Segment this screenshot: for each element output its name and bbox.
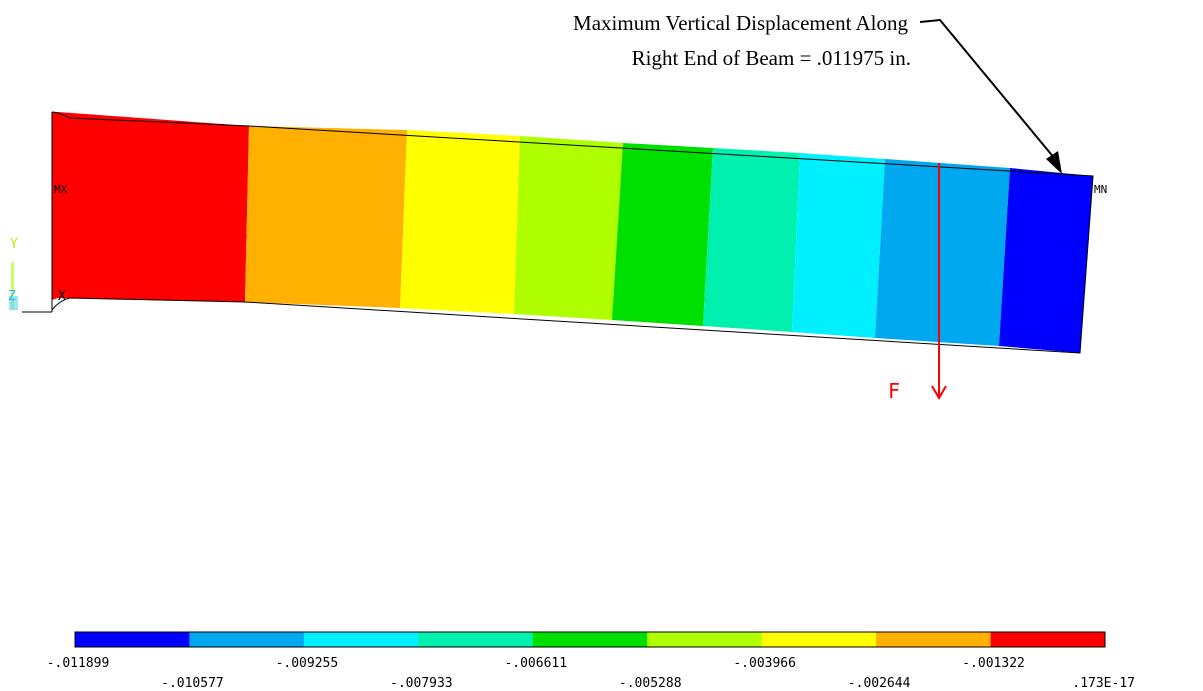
beam-outline (51, 111, 1094, 354)
triad-x-label: X (58, 289, 66, 304)
legend-band-7 (876, 632, 992, 647)
min-marker-label: MN (1094, 183, 1107, 196)
legend-label-1: -.010577 (161, 676, 224, 691)
annotation-line-1: Maximum Vertical Displacement Along (573, 11, 908, 35)
legend-label-2: -.009255 (276, 656, 339, 671)
legend: -.011899 -.010577 -.009255 -.007933 -.006611… (47, 631, 1135, 691)
max-displacement-annotation: Maximum Vertical Displacement Along Righ… (573, 11, 1062, 174)
legend-band-2 (303, 632, 419, 647)
legend-label-5: -.005288 (619, 676, 682, 691)
beam-band-yellow (400, 130, 520, 314)
beam-band-cyan (792, 153, 885, 338)
legend-label-0: -.011899 (47, 656, 110, 671)
triad-marker-2 (9, 296, 18, 310)
beam-band-lightblue (875, 159, 1010, 346)
triad-z-label: Z (8, 289, 16, 304)
legend-band-4 (532, 632, 648, 647)
force-arrow: F (888, 163, 947, 403)
legend-band-8 (990, 632, 1106, 647)
legend-label-4: -.006611 (504, 656, 567, 671)
legend-label-7: -.002644 (848, 676, 911, 691)
coordinate-triad: Y Z X (8, 237, 66, 310)
beam-band-teal (703, 148, 800, 332)
legend-label-8: -.001322 (962, 656, 1025, 671)
legend-color-bar (75, 632, 1106, 647)
beam-band-blue (999, 168, 1093, 353)
legend-labels: -.011899 -.010577 -.009255 -.007933 -.006611… (47, 656, 1135, 691)
legend-frame (74, 631, 1106, 648)
legend-label-9: .173E-17 (1072, 676, 1135, 691)
legend-band-3 (418, 632, 534, 647)
legend-band-0 (75, 632, 190, 647)
force-label: F (888, 379, 900, 403)
legend-label-6: -.003966 (733, 656, 796, 671)
legend-band-1 (189, 632, 305, 647)
legend-band-5 (647, 632, 763, 647)
annotation-arrow-head (1046, 151, 1062, 174)
beam-contour (52, 112, 1093, 353)
legend-band-6 (761, 632, 877, 647)
beam-band-green (612, 143, 713, 326)
triad-y-label: Y (10, 237, 18, 252)
force-arrow-head (931, 385, 947, 400)
annotation-line-2: Right End of Beam = .011975 in. (632, 46, 911, 70)
annotation-arrow (919, 18, 1061, 166)
legend-label-3: -.007933 (390, 676, 453, 691)
beam-band-yellowgreen (514, 136, 623, 320)
max-marker-label: MX (54, 183, 68, 196)
triad-marker (11, 262, 14, 310)
beam-band-orange (245, 126, 407, 308)
beam-band-red (52, 112, 249, 302)
